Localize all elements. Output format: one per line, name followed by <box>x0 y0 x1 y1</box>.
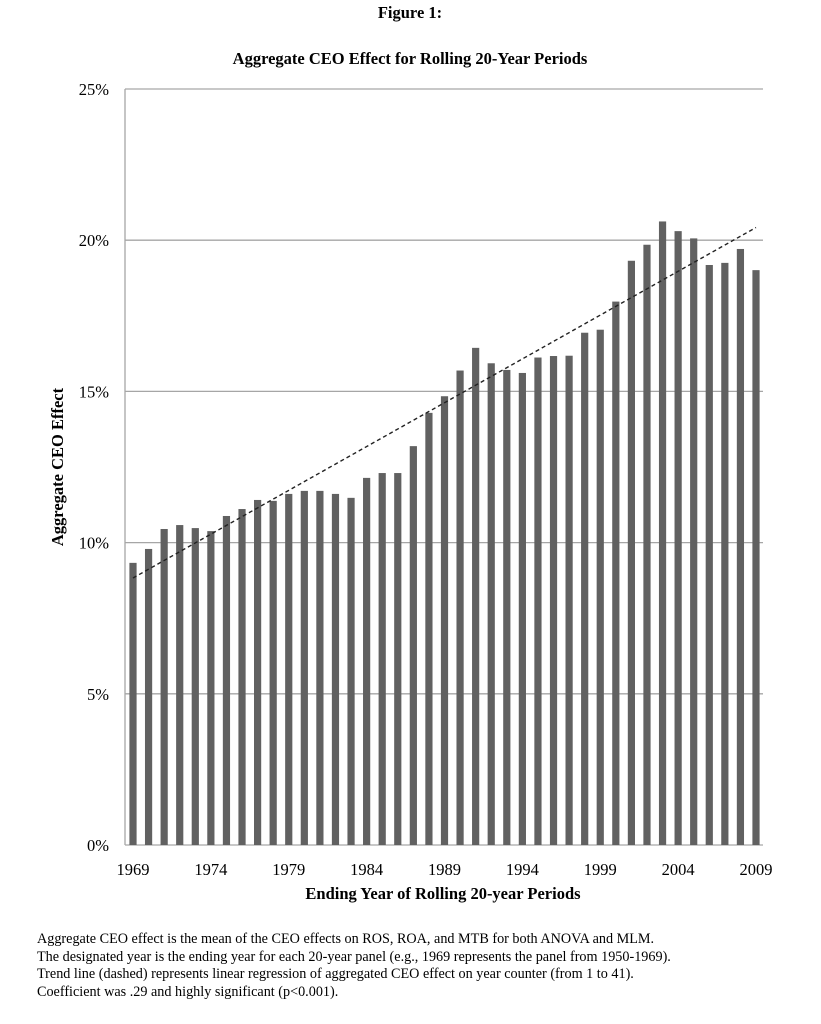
bar-2001 <box>627 260 635 846</box>
bar-1971 <box>160 528 168 845</box>
bar-chart: Figure 1: Aggregate CEO Effect for Rolli… <box>48 3 773 903</box>
y-tick-label: 15% <box>79 382 110 401</box>
x-tick-label: 1994 <box>506 860 539 879</box>
x-tick-label: 1969 <box>117 860 150 879</box>
y-tick-label: 10% <box>79 534 110 553</box>
bar-1988 <box>425 412 433 845</box>
bar-2008 <box>736 248 745 845</box>
bar-1987 <box>409 446 417 845</box>
caption-line: Trend line (dashed) represents linear re… <box>37 966 634 983</box>
figure-caption: Aggregate CEO effect is the mean of the … <box>37 931 807 1001</box>
x-tick-label: 1974 <box>194 860 227 879</box>
bar-2002 <box>643 244 651 846</box>
bar-1993 <box>503 369 511 845</box>
bar-1985 <box>378 473 386 845</box>
bar-2004 <box>674 231 682 846</box>
x-tick-label: 1984 <box>350 860 383 879</box>
bar-1989 <box>440 396 449 845</box>
bar-1973 <box>191 528 199 845</box>
caption-line: Coefficient was .29 and highly significa… <box>37 983 339 1000</box>
bar-2009 <box>752 270 760 846</box>
bar-1995 <box>534 357 542 845</box>
y-tick-label: 5% <box>87 685 109 704</box>
bar-1984 <box>363 477 371 845</box>
trend-line <box>132 226 757 579</box>
y-axis-label: Aggregate CEO Effect <box>48 387 67 546</box>
bar-1992 <box>487 363 495 845</box>
bar-1977 <box>254 499 262 845</box>
bar-1975 <box>222 515 231 845</box>
x-tick-label: 1999 <box>584 860 617 879</box>
chart-title: Figure 1: <box>378 3 442 22</box>
bar-1996 <box>549 356 558 845</box>
bar-1998 <box>581 332 589 846</box>
bar-1997 <box>565 355 573 845</box>
bar-1972 <box>176 525 184 845</box>
chart-subtitle: Aggregate CEO Effect for Rolling 20-Year… <box>233 49 588 68</box>
bar-2007 <box>721 262 729 845</box>
bar-1994 <box>518 372 526 845</box>
bar-1969 <box>129 562 137 845</box>
y-tick-label: 0% <box>87 836 109 855</box>
bar-2003 <box>658 221 667 846</box>
x-tick-label: 2004 <box>662 860 695 879</box>
bar-1970 <box>144 548 153 845</box>
bar-2005 <box>690 238 698 845</box>
bar-1983 <box>347 497 355 845</box>
bar-1979 <box>285 493 293 845</box>
bar-1974 <box>207 531 215 845</box>
bar-2006 <box>705 264 713 845</box>
bar-1991 <box>472 347 480 845</box>
caption-line: The designated year is the ending year f… <box>37 948 671 965</box>
x-axis-label: Ending Year of Rolling 20-year Periods <box>305 884 581 903</box>
y-tick-label: 25% <box>79 80 110 99</box>
bar-1981 <box>316 490 324 845</box>
bar-1990 <box>456 370 464 845</box>
bar-2000 <box>612 301 620 846</box>
y-tick-label: 20% <box>79 231 110 250</box>
bar-1976 <box>238 509 246 845</box>
bar-1978 <box>269 500 277 845</box>
bar-1986 <box>394 473 402 845</box>
caption-line: Aggregate CEO effect is the mean of the … <box>37 931 655 947</box>
bar-1980 <box>300 490 308 845</box>
x-tick-label: 1979 <box>272 860 305 879</box>
x-tick-label: 1989 <box>428 860 461 879</box>
x-tick-label: 2009 <box>740 860 773 879</box>
bar-1982 <box>331 493 340 845</box>
bar-1999 <box>596 329 604 845</box>
